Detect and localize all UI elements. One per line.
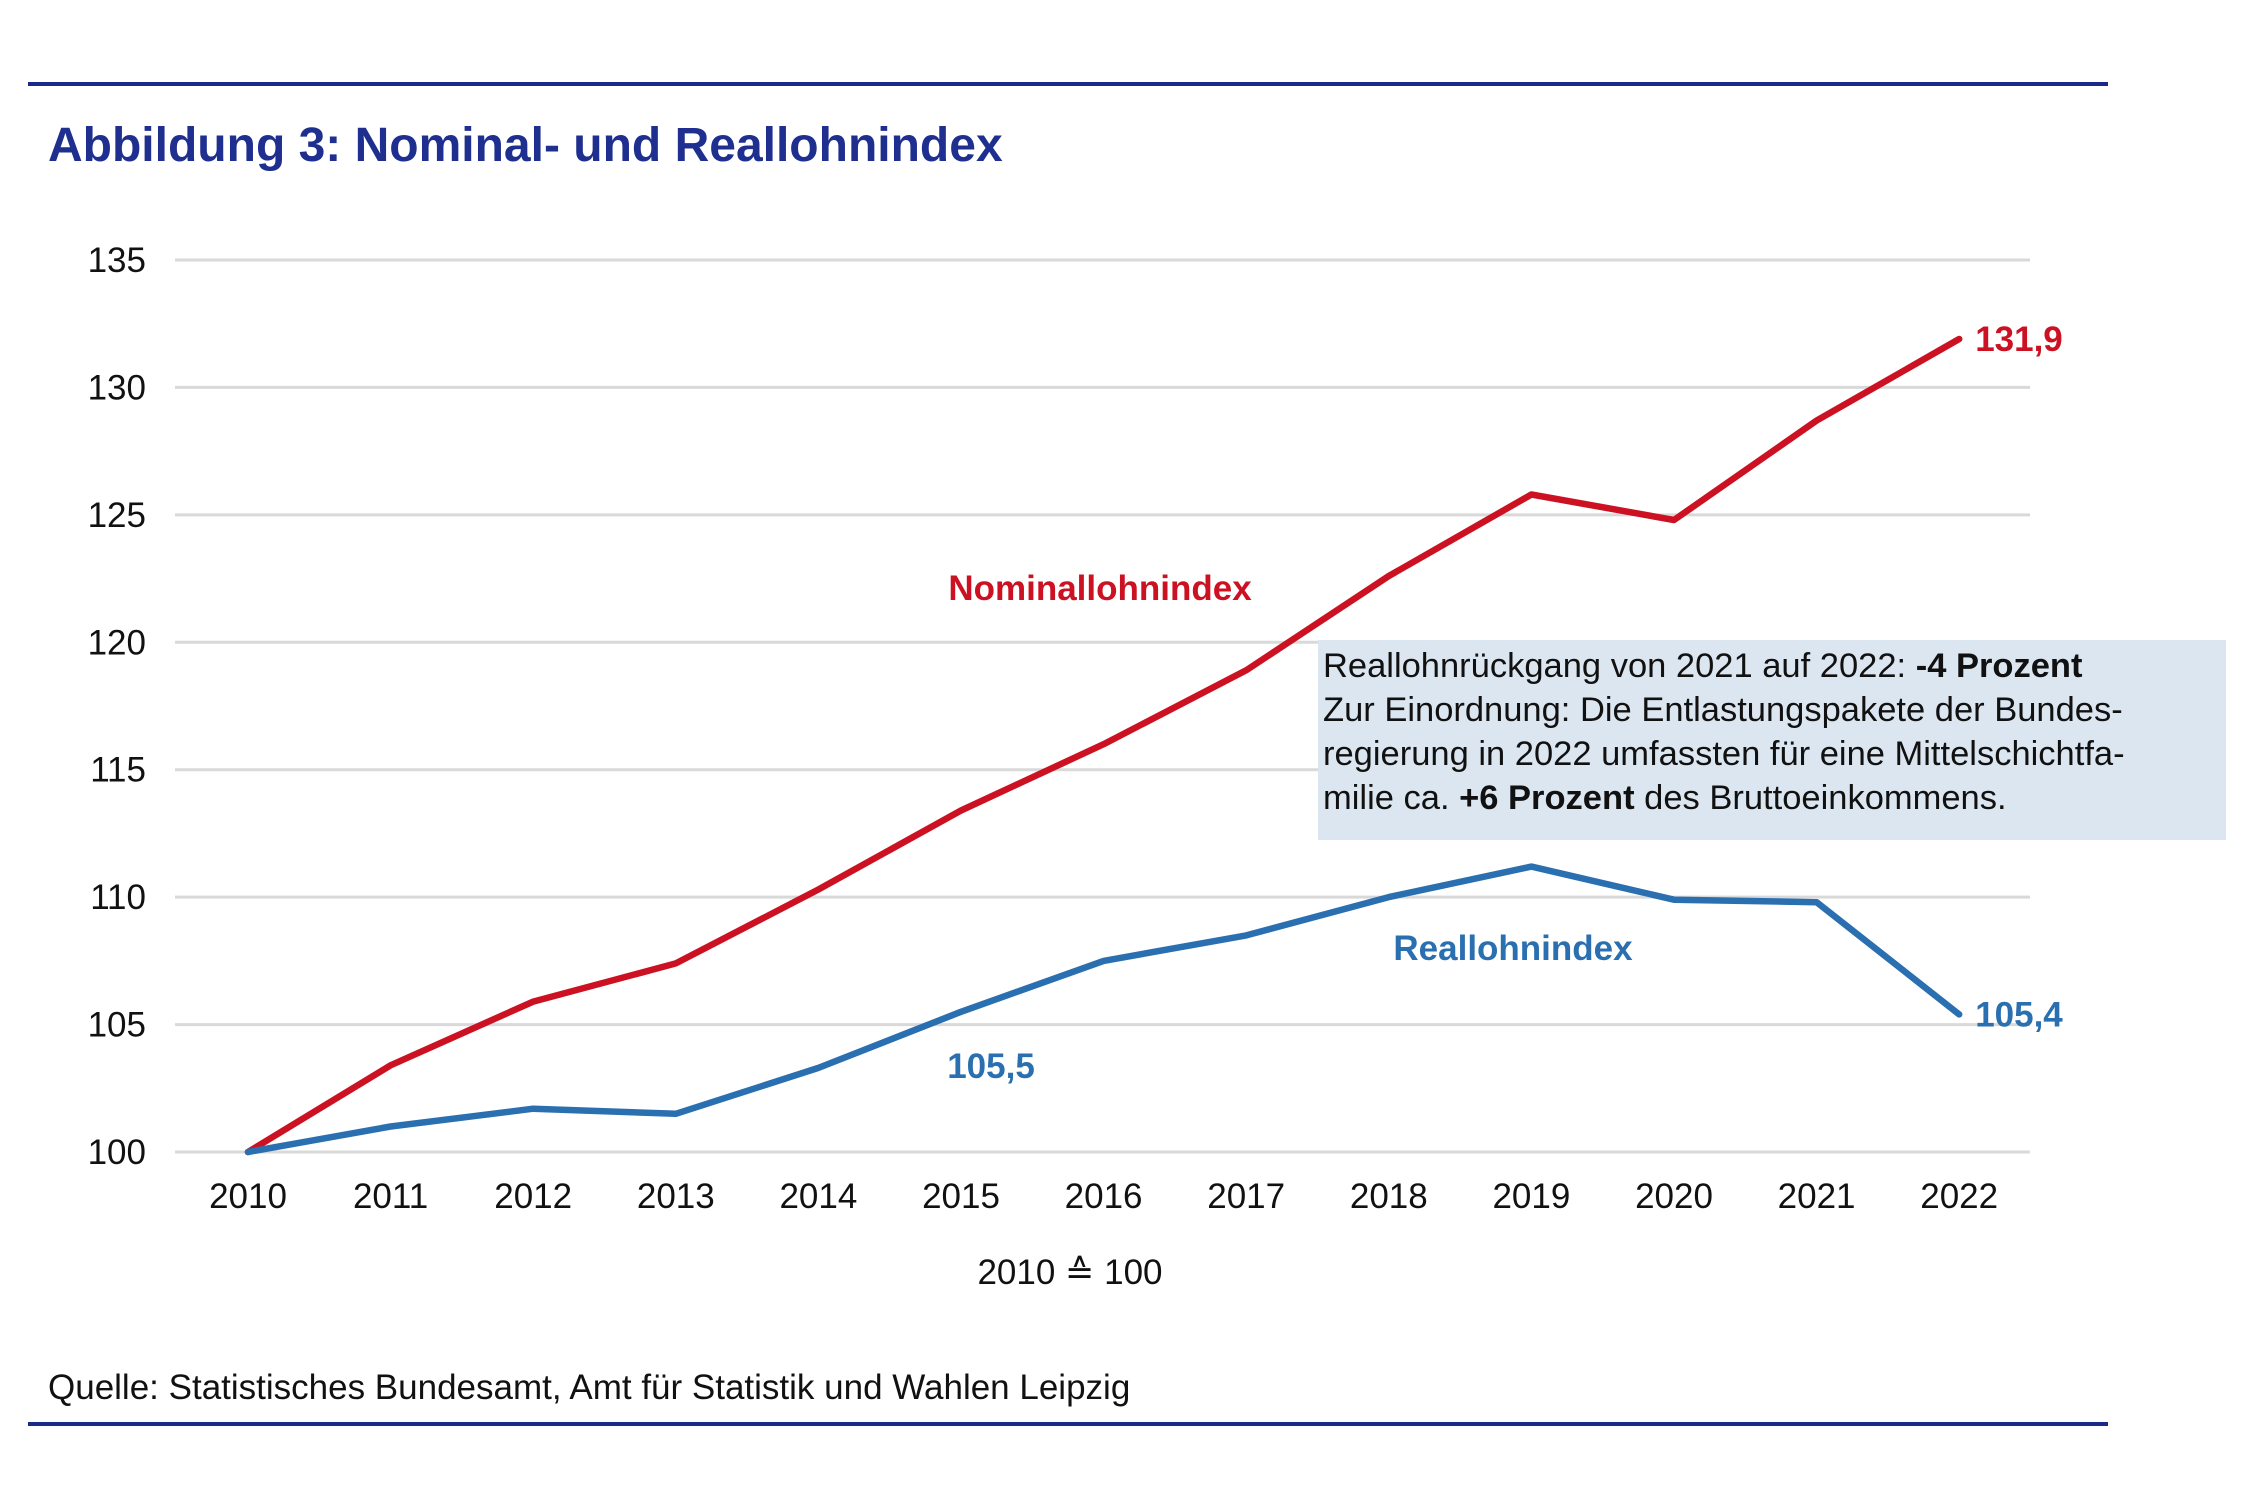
x-tick-label: 2016 — [1065, 1177, 1143, 1216]
annotation-line-4: milie ca. +6 Prozent des Bruttoeinkommen… — [1323, 776, 2222, 820]
figure-title: Abbildung 3: Nominal- und Reallohnindex — [48, 119, 1003, 172]
y-tick-label: 120 — [88, 623, 146, 662]
x-tick-label: 2013 — [637, 1177, 715, 1216]
x-tick-label: 2017 — [1207, 1177, 1285, 1216]
y-tick-label: 110 — [90, 878, 146, 917]
series-label: Nominallohnindex — [948, 569, 1252, 608]
annotation-line-4-pre: milie ca. — [1323, 779, 1460, 817]
annotation-line-3: regierung in 2022 umfassten für eine Mit… — [1323, 735, 2125, 773]
y-tick-label: 130 — [88, 368, 146, 407]
x-tick-label: 2021 — [1778, 1177, 1856, 1216]
x-tick-label: 2010 — [209, 1177, 287, 1216]
data-label: 105,4 — [1975, 995, 2063, 1034]
bottom-rule — [28, 1422, 2108, 1426]
x-tick-label: 2018 — [1350, 1177, 1428, 1216]
y-tick-label: 100 — [88, 1133, 146, 1172]
x-tick-label: 2011 — [353, 1177, 428, 1216]
y-tick-label: 115 — [90, 751, 146, 790]
x-tick-label: 2012 — [494, 1177, 572, 1216]
x-tick-label: 2015 — [922, 1177, 1000, 1216]
annotation-line-1-text: Reallohnrückgang von 2021 auf 2022: — [1323, 647, 1916, 685]
series-label: Reallohnindex — [1393, 929, 1633, 968]
annotation-line-2: Zur Einordnung: Die Entlastungspakete de… — [1323, 691, 2123, 729]
source-note: Quelle: Statistisches Bundesamt, Amt für… — [48, 1368, 1131, 1407]
y-tick-label: 125 — [88, 496, 146, 535]
x-tick-label: 2019 — [1492, 1177, 1570, 1216]
annotation-line-4-highlight: +6 Prozent — [1459, 779, 1635, 817]
annotation-box: Reallohnrückgang von 2021 auf 2022: -4 P… — [1318, 640, 2226, 840]
data-label: 131,9 — [1975, 320, 2063, 359]
y-tick-label: 135 — [88, 241, 146, 280]
x-tick-label: 2014 — [779, 1177, 857, 1216]
y-tick-label: 105 — [88, 1006, 146, 1045]
x-axis-label: 2010 ≙ 100 — [977, 1253, 1162, 1292]
series-line-nominallohnindex — [244, 335, 1963, 1156]
annotation-line-1: Reallohnrückgang von 2021 auf 2022: -4 P… — [1323, 644, 2222, 688]
x-tick-label: 2022 — [1920, 1177, 1998, 1216]
x-tick-label: 2020 — [1635, 1177, 1713, 1216]
top-rule — [28, 82, 2108, 86]
annotation-line-4-post: des Bruttoeinkommens. — [1634, 779, 2007, 817]
data-label: 105,5 — [947, 1047, 1035, 1086]
annotation-line-1-highlight: -4 Prozent — [1915, 647, 2083, 685]
series-line-reallohnindex — [244, 863, 1963, 1156]
